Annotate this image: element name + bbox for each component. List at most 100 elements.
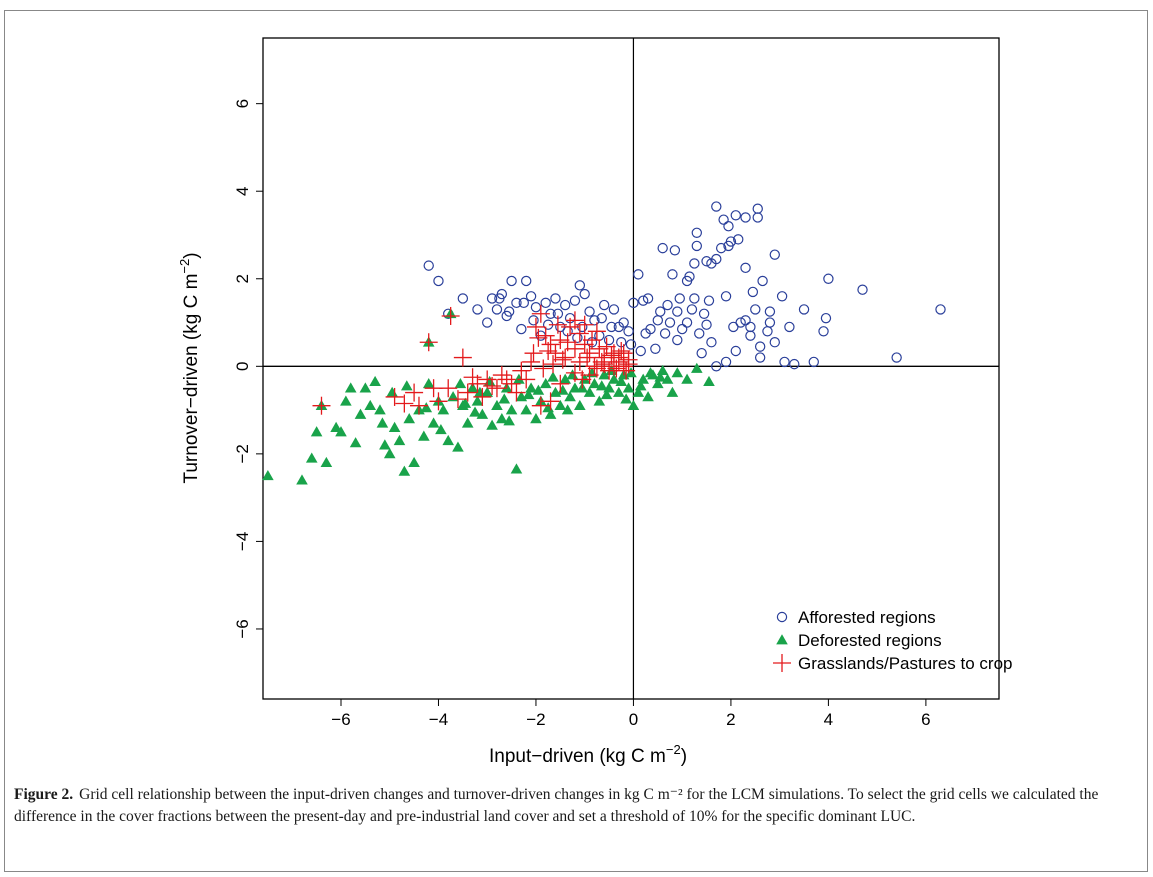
deforested-point [681, 373, 693, 384]
caption-text: Grid cell relationship between the input… [14, 786, 1099, 825]
deforested-point [671, 367, 684, 378]
deforested-point [427, 417, 440, 428]
afforested-point [730, 345, 741, 357]
grassland-point [551, 374, 570, 393]
grassland-point [556, 348, 575, 367]
x-tick-label: −4 [429, 710, 448, 729]
deforested-point [613, 386, 625, 397]
afforested-point [681, 275, 693, 287]
grassland-point [531, 396, 550, 415]
afforested-point [706, 258, 717, 269]
x-tick-label: 0 [629, 710, 638, 729]
grassland-point [497, 370, 516, 389]
afforested-point [728, 321, 739, 333]
grassland-point [448, 390, 467, 409]
legend-label: Grasslands/Pastures to crop [798, 654, 1012, 673]
deforested-point [437, 404, 450, 415]
deforested-point [652, 378, 664, 389]
deforested-point [608, 373, 620, 384]
grassland-point [541, 392, 560, 411]
afforested-point [550, 293, 561, 304]
afforested-point [518, 297, 529, 309]
grassland-point [483, 377, 502, 396]
deforested-point [386, 386, 398, 397]
deforested-point [408, 456, 420, 467]
deforested-point [354, 408, 367, 419]
afforested-point [540, 297, 551, 309]
deforested-point [556, 384, 569, 395]
deforested-point [349, 437, 362, 448]
afforested-point [691, 227, 703, 238]
deforested-point [388, 421, 401, 432]
afforested-point [740, 212, 751, 223]
deforested-point [505, 404, 518, 415]
grassland-point [578, 348, 597, 367]
afforested-point [764, 317, 776, 328]
legend-label: Deforested regions [798, 631, 942, 650]
grassland-point [492, 366, 511, 385]
deforested-point [498, 393, 511, 404]
grassland-point [551, 331, 570, 350]
afforested-point [711, 201, 722, 212]
caption-label: Figure 2. [14, 786, 74, 803]
afforested-point [569, 295, 581, 306]
grassland-point [526, 317, 545, 336]
deforested-point-series [262, 307, 715, 485]
deforested-point [461, 417, 474, 428]
afforested-point [720, 291, 732, 302]
grassland-point [607, 359, 626, 378]
deforested-point [471, 395, 484, 406]
afforested-point [706, 337, 717, 348]
deforested-point [566, 369, 579, 380]
deforested-point [393, 434, 406, 446]
deforested-point [622, 382, 635, 393]
deforested-point [530, 413, 542, 424]
grassland-point [502, 374, 521, 393]
afforested-point [823, 273, 834, 284]
deforested-point [510, 463, 523, 474]
deforested-point [569, 382, 581, 393]
afforested-point [650, 343, 661, 355]
grassland-point [548, 315, 567, 334]
grassland-point [453, 348, 472, 367]
afforested-point [723, 240, 734, 252]
afforested-point [482, 317, 493, 328]
deforested-point [340, 395, 352, 406]
x-tick-label: 4 [824, 710, 833, 729]
deforested-point [481, 386, 494, 397]
afforested-point [696, 347, 707, 359]
grassland-point [609, 348, 628, 367]
y-tick-label: −2 [233, 444, 252, 463]
deforested-point [344, 382, 357, 393]
afforested-point [745, 321, 756, 333]
y-axis-ticks: −6 −4 −2 0 2 4 6 [233, 99, 263, 639]
deforested-point [654, 371, 667, 382]
deforested-point [379, 439, 391, 450]
deforested-point [574, 399, 586, 411]
deforested-point [583, 386, 596, 397]
legend-marker [776, 634, 788, 645]
afforested-point [572, 332, 583, 344]
deforested-point [398, 465, 411, 476]
grassland-point [604, 357, 623, 376]
grassland-point [473, 387, 492, 406]
plot-area [262, 37, 1000, 700]
scatter-chart: −6 −4 −2 0 2 4 6 −6 −4 −2 0 2 4 6 Input−driven (kg C… [177, 37, 1012, 767]
deforested-point [532, 384, 545, 395]
afforested-point [857, 284, 868, 295]
deforested-point [666, 386, 679, 397]
grassland-point [395, 394, 414, 413]
deforested-point [310, 426, 323, 437]
afforested-point [598, 299, 610, 311]
afforested-point [747, 286, 759, 298]
afforested-point [689, 258, 700, 269]
afforested-point [694, 328, 705, 339]
deforested-point [634, 380, 647, 391]
afforested-point [789, 358, 800, 370]
deforested-point [459, 397, 472, 408]
afforested-point [669, 245, 681, 256]
deforested-point [400, 380, 413, 391]
grassland-point [458, 383, 477, 402]
deforested-point [520, 404, 533, 415]
afforested-point [820, 312, 832, 324]
